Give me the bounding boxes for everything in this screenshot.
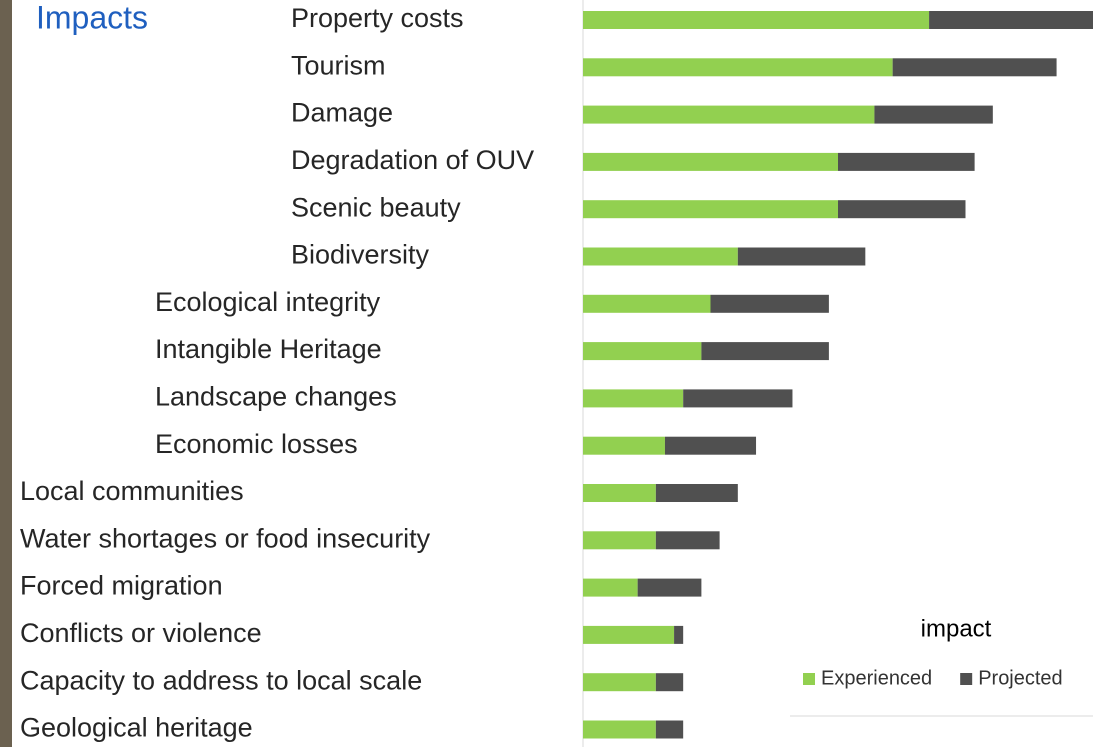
bar-segment (583, 531, 656, 550)
bar-segment (583, 11, 930, 29)
legend-label: Experienced (821, 667, 932, 689)
category-label: Property costs (291, 3, 464, 33)
bar-segment (583, 105, 875, 124)
bar-segment (655, 531, 720, 550)
category-label: Intangible Heritage (155, 334, 382, 364)
category-label: Water shortages or food insecurity (20, 523, 431, 553)
category-label: Damage (291, 98, 393, 128)
bar-segment (583, 342, 702, 361)
bar-segment (583, 720, 656, 739)
legend-swatch (960, 673, 973, 685)
bar-segment (583, 58, 893, 77)
category-label: Geological heritage (20, 713, 253, 743)
bar-segment (583, 484, 656, 502)
bar-segment (892, 58, 1057, 77)
category-label: Scenic beauty (291, 192, 461, 222)
bar-segment (838, 200, 966, 219)
category-label: Ecological integrity (155, 287, 381, 317)
category-label: Capacity to address to local scale (20, 665, 422, 695)
category-label: Economic losses (155, 429, 358, 459)
background-strip (0, 0, 12, 747)
legend-swatch (803, 673, 815, 685)
bar-segment (583, 247, 738, 266)
bar-segment (655, 484, 738, 502)
bar-segment (583, 152, 838, 171)
bar-segment (583, 294, 711, 313)
bar-segment (583, 625, 675, 644)
category-label: Biodiversity (291, 240, 430, 270)
category-label: Degradation of OUV (291, 145, 534, 175)
category-label: Landscape changes (155, 382, 397, 412)
bar-segment (583, 578, 638, 597)
bar-segment (929, 11, 1093, 29)
bar-segment (583, 389, 684, 408)
category-label: Forced migration (20, 571, 223, 601)
legend-label: Projected (978, 667, 1063, 689)
category-label: Local communities (20, 476, 244, 506)
bar-segment (583, 673, 656, 692)
bar-segment (838, 152, 975, 171)
bar-segment (664, 436, 757, 455)
category-label: Tourism (291, 50, 386, 80)
bar-segment (655, 720, 684, 739)
chart-title: Impacts (36, 0, 148, 35)
bar-segment (637, 578, 702, 597)
bar-segment (583, 200, 838, 219)
bar-segment (710, 294, 829, 313)
bar-segment (701, 342, 829, 361)
legend-title: impact (921, 615, 992, 642)
bar-segment (655, 673, 684, 692)
bar-segment (683, 389, 793, 408)
bar-segment (583, 436, 665, 455)
category-label: Conflicts or violence (20, 618, 262, 648)
bar-segment (737, 247, 866, 266)
bar-segment (874, 105, 993, 124)
bar-segment (674, 625, 684, 644)
